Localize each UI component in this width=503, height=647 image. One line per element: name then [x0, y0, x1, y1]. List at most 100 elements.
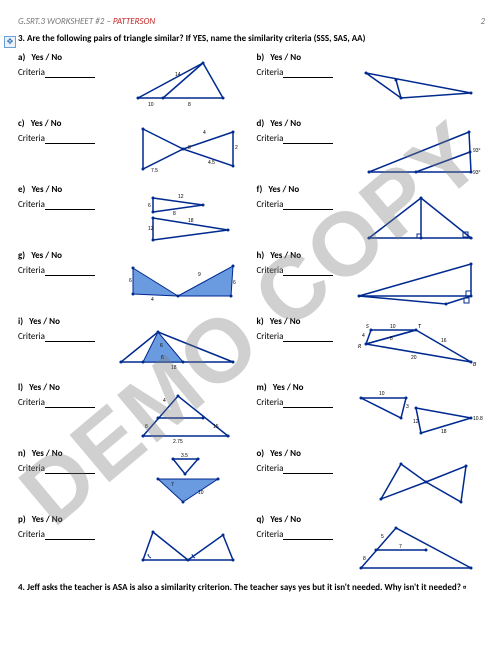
svg-text:B: B: [473, 360, 477, 368]
yes-no: Yes / No: [270, 448, 301, 459]
svg-text:S: S: [366, 322, 369, 330]
svg-text:R: R: [358, 342, 362, 350]
problem-letter: l): [18, 382, 23, 393]
criteria-blank: [45, 333, 95, 342]
svg-text:10: 10: [198, 490, 204, 496]
problem-letter: k): [257, 316, 264, 327]
move-handle-icon: ✥: [4, 36, 16, 48]
criteria-blank: [283, 69, 333, 78]
problem-p: p) Yes / No Criteria: [18, 514, 247, 574]
svg-text:8: 8: [145, 424, 148, 430]
svg-text:6: 6: [160, 343, 163, 349]
page-number: 2: [480, 16, 485, 27]
problem-h: h) Yes / No Criteria: [257, 250, 486, 310]
problem-letter: h): [257, 250, 265, 261]
criteria-blank: [283, 267, 333, 276]
criteria-label: Criteria: [18, 265, 45, 276]
problem-a: a) Yes / No Criteria 14 10 8: [18, 52, 247, 112]
triangle-diagram-l: 4 2.75 8 15: [133, 388, 243, 443]
svg-text:7: 7: [399, 544, 402, 550]
problem-letter: c): [18, 118, 25, 129]
svg-text:4: 4: [203, 130, 206, 136]
svg-text:20: 20: [411, 355, 417, 361]
svg-text:8: 8: [390, 336, 393, 342]
criteria-blank: [283, 333, 333, 342]
criteria-blank: [45, 465, 95, 474]
svg-text:6: 6: [129, 278, 132, 284]
criteria-blank: [45, 531, 95, 540]
triangle-diagram-c: 4 4.5 7.5 8 2: [133, 124, 243, 174]
problem-i: i) Yes / No Criteria 6 6 18: [18, 316, 247, 376]
yes-no: Yes / No: [273, 382, 304, 393]
yes-no: Yes / No: [270, 118, 301, 129]
triangle-diagram-e: 12 6 18 12 8: [143, 190, 243, 245]
yes-no: Yes / No: [31, 250, 62, 261]
criteria-label: Criteria: [257, 199, 284, 210]
problem-letter: p): [18, 514, 26, 525]
svg-text:4: 4: [163, 398, 166, 404]
criteria-label: Criteria: [18, 529, 45, 540]
question-3: 3. Are the following pairs of triangle s…: [18, 33, 485, 44]
criteria-label: Criteria: [18, 463, 45, 474]
svg-text:8: 8: [188, 102, 191, 108]
problem-letter: e): [18, 184, 25, 195]
criteria-blank: [45, 201, 95, 210]
svg-text:18: 18: [171, 365, 177, 371]
yes-no: Yes / No: [32, 514, 63, 525]
svg-text:12: 12: [148, 226, 154, 232]
triangle-diagram-h: [351, 256, 481, 311]
problems-grid: a) Yes / No Criteria 14 10 8 b) Yes / No…: [18, 52, 485, 574]
svg-text:10: 10: [148, 102, 154, 108]
problem-letter: g): [18, 250, 25, 261]
svg-text:4: 4: [362, 333, 365, 339]
svg-text:12: 12: [178, 194, 184, 200]
problem-o: o) Yes / No Criteria: [257, 448, 486, 508]
svg-text:93°: 93°: [473, 148, 481, 154]
svg-text:4.5: 4.5: [208, 160, 215, 166]
svg-text:15: 15: [213, 424, 219, 430]
criteria-label: Criteria: [18, 331, 45, 342]
problem-letter: n): [18, 448, 26, 459]
yes-no: Yes / No: [270, 52, 301, 63]
svg-text:3: 3: [406, 404, 409, 410]
criteria-label: Criteria: [18, 397, 45, 408]
problem-e: e) Yes / No Criteria 12 6 18 12 8: [18, 184, 247, 244]
problem-letter: i): [18, 316, 23, 327]
criteria-label: Criteria: [18, 67, 45, 78]
problem-g: g) Yes / No Criteria 4 6 9 6: [18, 250, 247, 310]
criteria-label: Criteria: [257, 331, 284, 342]
svg-text:18: 18: [188, 218, 194, 224]
criteria-label: Criteria: [18, 133, 45, 144]
yes-no: Yes / No: [270, 316, 301, 327]
problem-l: l) Yes / No Criteria 4 2.75 8 15: [18, 382, 247, 442]
problem-q: q) Yes / No Criteria 5 8 7: [257, 514, 486, 574]
svg-text:6: 6: [161, 355, 164, 361]
problem-letter: o): [257, 448, 265, 459]
yes-no: Yes / No: [31, 52, 62, 63]
criteria-label: Criteria: [257, 133, 284, 144]
criteria-blank: [283, 465, 333, 474]
criteria-blank: [45, 135, 95, 144]
problem-b: b) Yes / No Criteria: [257, 52, 486, 112]
problem-letter: f): [257, 184, 263, 195]
problem-f: f) Yes / No Criteria: [257, 184, 486, 244]
triangle-diagram-d: 93° 93°: [361, 124, 481, 179]
svg-text:T: T: [418, 322, 422, 330]
criteria-label: Criteria: [257, 67, 284, 78]
criteria-blank: [45, 399, 95, 408]
criteria-blank: [283, 201, 333, 210]
criteria-blank: [45, 69, 95, 78]
yes-no: Yes / No: [270, 514, 301, 525]
svg-text:5: 5: [381, 534, 384, 540]
svg-text:8: 8: [188, 145, 191, 151]
svg-text:6: 6: [233, 280, 236, 286]
criteria-label: Criteria: [257, 397, 284, 408]
svg-text:6: 6: [148, 203, 151, 209]
triangle-diagram-n: 3.5 7 10: [143, 454, 243, 509]
problem-k: k) Yes / No Criteria S T R B 10 4 8 16 2…: [257, 316, 486, 376]
svg-text:93°: 93°: [473, 170, 481, 176]
criteria-label: Criteria: [18, 199, 45, 210]
yes-no: Yes / No: [32, 448, 63, 459]
svg-text:10: 10: [390, 324, 396, 330]
svg-text:18: 18: [441, 429, 447, 435]
